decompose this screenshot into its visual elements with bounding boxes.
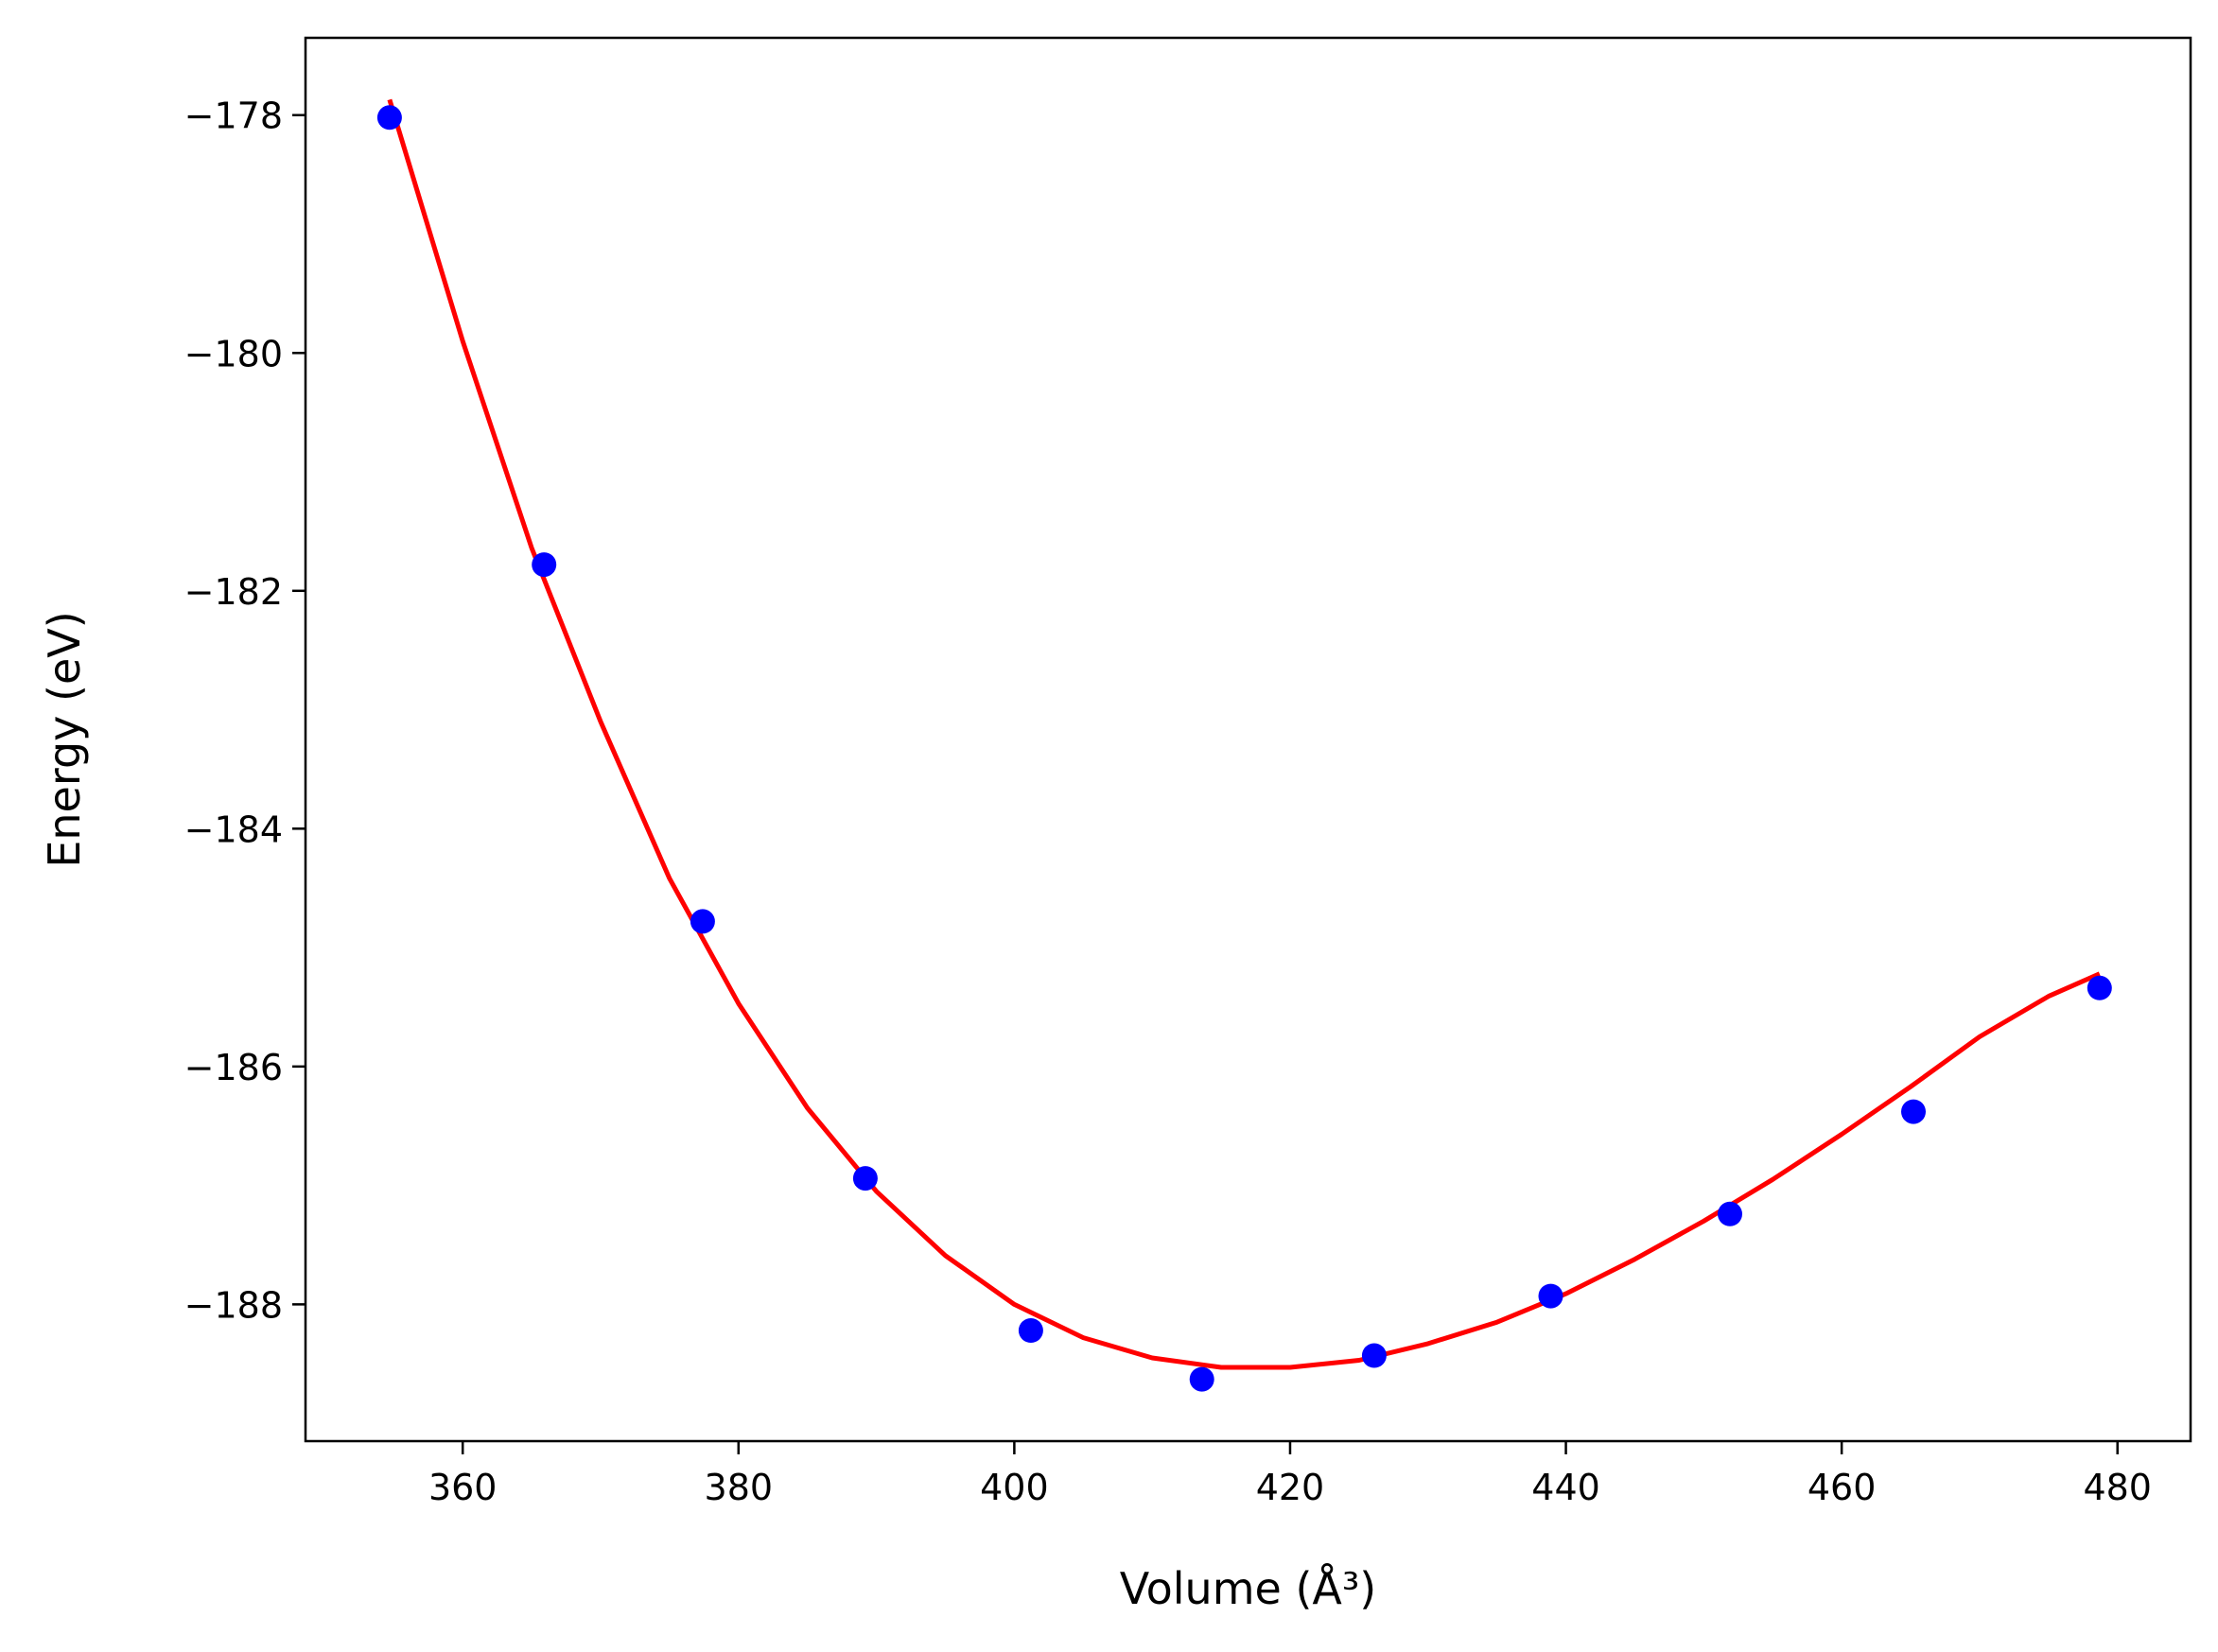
x-tick-label: 400 [980,1467,1049,1508]
y-tick-label: −188 [184,1284,283,1326]
y-axis-ticks: −178 −180 −182 −184 −186 −188 [184,96,306,1326]
data-point [1538,1283,1563,1309]
data-point [1361,1343,1387,1368]
x-tick-label: 480 [2083,1467,2152,1508]
x-tick-label: 460 [1808,1467,1877,1508]
y-tick-label: −180 [184,333,283,374]
y-tick-label: −182 [184,571,283,613]
y-tick-label: −178 [184,96,283,137]
y-tick-label: −186 [184,1047,283,1088]
fit-curve [387,98,2101,1370]
x-tick-label: 420 [1256,1467,1325,1508]
data-point [2087,975,2112,1000]
data-point [690,909,715,934]
y-axis-title: Energy (eV) [39,611,90,867]
x-tick-label: 380 [705,1467,774,1508]
y-tick-label: −184 [184,809,283,850]
x-axis-ticks: 360 380 400 420 440 460 480 [428,1441,2152,1508]
data-point [1018,1318,1043,1343]
data-point [852,1166,878,1191]
x-axis-title: Volume (Å³) [1120,1563,1377,1614]
data-point [1901,1099,1926,1124]
data-points-layer [376,105,2112,1392]
fit-curve-layer [387,98,2101,1370]
x-tick-label: 440 [1531,1467,1600,1508]
plot-frame [304,36,2192,1443]
data-point [532,552,557,578]
data-point [376,105,402,130]
x-tick-label: 360 [428,1467,498,1508]
data-point [1718,1201,1742,1226]
data-point [1189,1366,1214,1392]
plot-area [306,38,2191,1441]
